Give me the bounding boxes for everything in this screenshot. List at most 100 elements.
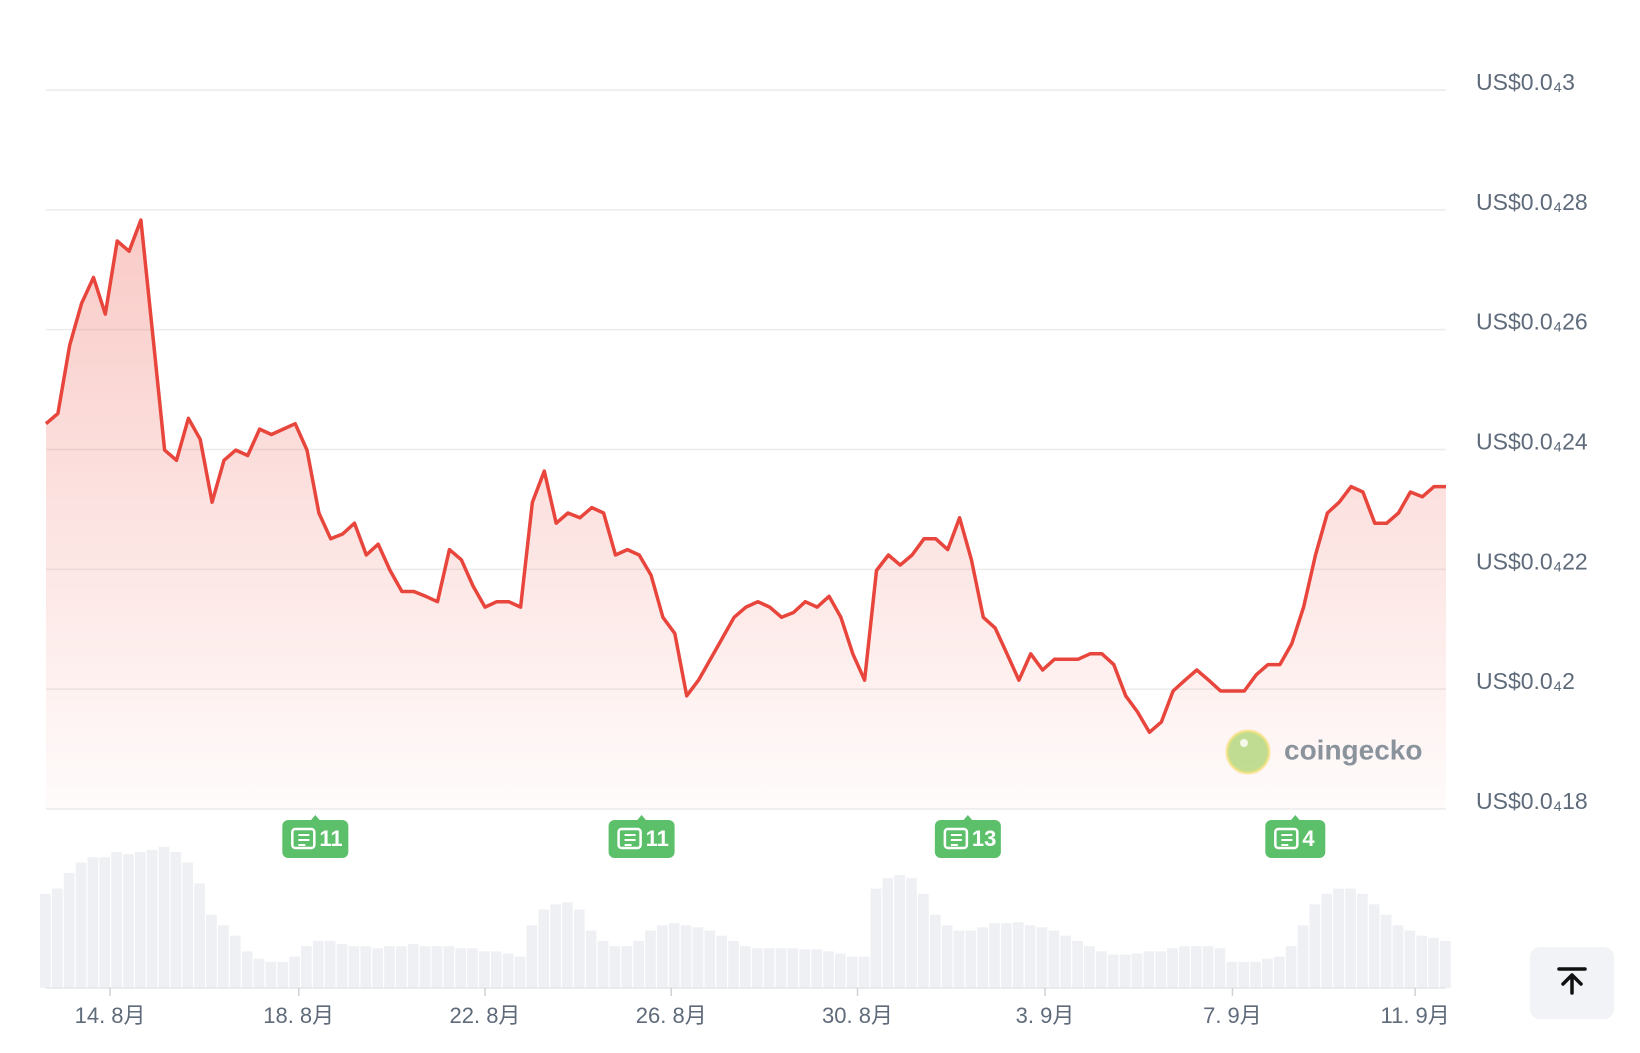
volume-bar	[407, 944, 419, 988]
y-tick-label: US$0.0₄3	[1476, 69, 1575, 95]
volume-bar	[680, 925, 692, 988]
badge-count: 11	[646, 826, 669, 851]
volume-bar	[170, 852, 182, 988]
volume-bar	[467, 948, 478, 988]
news-badge[interactable]: 4	[1265, 815, 1326, 858]
volume-bar	[1345, 888, 1356, 988]
volume-bar	[633, 940, 644, 988]
volume-bar	[182, 862, 194, 988]
volume-bar	[502, 953, 514, 988]
news-badge[interactable]: 11	[608, 815, 675, 858]
volume-bar	[740, 946, 751, 988]
volume-bar	[312, 940, 324, 988]
x-tick-label: 11. 9月	[1380, 1003, 1449, 1028]
y-tick-label: US$0.0₄28	[1476, 189, 1588, 215]
x-tick-label: 26. 8月	[636, 1003, 707, 1028]
badge-icon-lines	[298, 834, 310, 846]
volume-bar	[1190, 946, 1202, 988]
volume-bar	[146, 849, 158, 988]
volume-bar	[657, 925, 668, 988]
volume-bar	[977, 927, 989, 988]
volume-bar	[490, 951, 502, 988]
badge-icon-lines	[624, 834, 636, 846]
watermark-logo-eye	[1240, 739, 1248, 747]
volume-bar	[348, 946, 360, 988]
volume-bar	[1333, 888, 1344, 988]
badge-count: 4	[1302, 826, 1315, 851]
volume-bar	[301, 946, 312, 988]
volume-bar	[1107, 954, 1119, 988]
x-tick-label: 14. 8月	[75, 1003, 146, 1028]
badge-icon-lines	[950, 834, 962, 846]
volume-bar	[1273, 956, 1285, 988]
price-area	[46, 220, 1446, 809]
price-line	[44, 218, 1446, 735]
volume-bar	[229, 935, 241, 988]
volume-bar	[858, 956, 870, 988]
volume-bar	[716, 935, 728, 988]
volume-bar	[1357, 893, 1368, 988]
volume-bar	[1226, 961, 1238, 988]
volume-bar	[336, 944, 348, 988]
y-tick-label: US$0.0₄22	[1476, 548, 1588, 574]
volume-bar	[123, 854, 134, 988]
volume-bar	[1048, 930, 1060, 988]
volume-bar	[384, 946, 395, 988]
x-tick-label: 30. 8月	[822, 1003, 893, 1028]
volume-bar	[1297, 925, 1309, 988]
volume-bar	[63, 872, 75, 988]
badge-icon	[617, 827, 642, 850]
scroll-top-button[interactable]	[1530, 947, 1614, 1019]
x-tick-label: 3. 9月	[1016, 1003, 1075, 1028]
volume-bar	[1024, 925, 1036, 988]
volume-bar	[704, 930, 716, 988]
news-badge[interactable]: 11	[282, 815, 349, 858]
volume-bar	[799, 949, 811, 988]
volume-bar	[538, 909, 550, 988]
volume-bar	[1285, 946, 1297, 988]
volume-bar	[573, 909, 585, 988]
volume-bar	[1262, 958, 1273, 988]
volume-bar	[1001, 923, 1012, 988]
volume-bar	[894, 875, 905, 988]
button-icon-arrow	[1561, 973, 1583, 995]
badge-count: 13	[972, 826, 996, 851]
volume-bar	[218, 925, 229, 988]
volume-bar	[1060, 935, 1072, 988]
volume-bar	[396, 946, 407, 988]
volume-bar	[1404, 930, 1416, 988]
volume-bar	[1036, 927, 1048, 988]
volume-bar	[585, 930, 597, 988]
volume-bar	[455, 948, 466, 988]
volume-bar	[1167, 948, 1178, 988]
volume-bar	[431, 946, 443, 988]
volume-bar	[443, 946, 455, 988]
badge-icon	[943, 827, 969, 850]
volume-bar	[621, 946, 633, 988]
volume-bar	[1012, 922, 1024, 988]
volume-bar	[1179, 946, 1190, 988]
volume-bar	[526, 925, 538, 988]
volume-bar	[1119, 954, 1131, 988]
volume-bar	[918, 893, 929, 988]
news-badge[interactable]: 13	[934, 815, 1001, 858]
volume-bar	[1072, 940, 1083, 988]
volume-bar	[1202, 946, 1214, 988]
volume-bar	[1214, 948, 1226, 988]
volume-bar	[1416, 935, 1428, 988]
volume-bar	[241, 951, 253, 988]
y-tick-label: US$0.0₄26	[1476, 309, 1588, 335]
volume-bar	[265, 961, 277, 988]
volume-bar	[324, 940, 336, 988]
volume-bar	[775, 948, 787, 988]
volume-bar	[645, 930, 656, 988]
volume-bar	[194, 883, 205, 988]
y-tick-label: US$0.0₄18	[1476, 788, 1588, 814]
volume-bar	[1096, 951, 1107, 988]
x-tick-label: 7. 9月	[1203, 1003, 1262, 1028]
volume-bar	[882, 878, 894, 988]
volume-bar	[1428, 937, 1439, 988]
volume-bar	[479, 951, 490, 988]
